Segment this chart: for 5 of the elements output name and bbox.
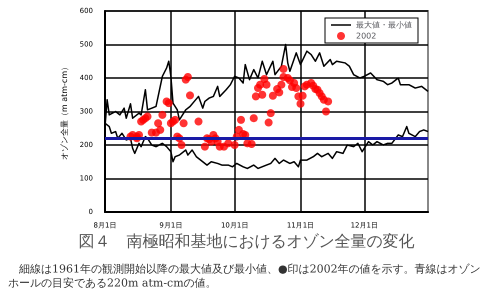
legend-label: 2002 xyxy=(356,32,376,40)
text: 図４ 南極昭和基地におけるオゾン全量の変化 xyxy=(78,232,414,250)
legend-label: 最大値・最小値 xyxy=(356,20,412,30)
y-axis-title: オゾン全量（m atm-cm） xyxy=(60,62,70,160)
text: 細線は1961年の観測開始以降の最大値及び最小値、●印は2002年の値を示す。青線はオゾンホールの目安である220m atm-cmの値。 xyxy=(8,262,481,290)
